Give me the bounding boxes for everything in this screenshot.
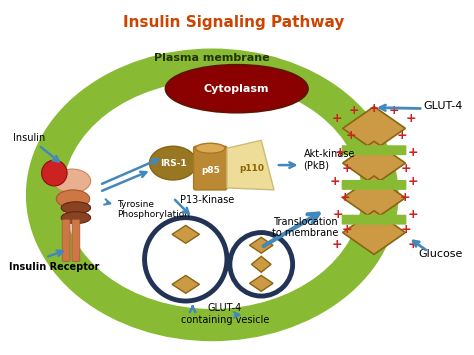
Text: +: +: [334, 146, 345, 159]
Ellipse shape: [61, 212, 91, 224]
Text: Tyrosine
Phosphorylation: Tyrosine Phosphorylation: [117, 200, 190, 219]
Polygon shape: [249, 237, 273, 253]
Text: +: +: [408, 238, 419, 251]
Text: +: +: [400, 191, 411, 204]
Text: Insulin Signaling Pathway: Insulin Signaling Pathway: [123, 15, 345, 30]
Ellipse shape: [196, 143, 225, 153]
Ellipse shape: [56, 190, 90, 208]
Polygon shape: [172, 275, 200, 293]
FancyBboxPatch shape: [193, 146, 227, 190]
Text: Insulin: Insulin: [13, 133, 46, 143]
Text: +: +: [396, 129, 407, 142]
Text: Translocation
to membrane: Translocation to membrane: [272, 217, 338, 239]
Text: Glucose: Glucose: [418, 250, 463, 260]
Polygon shape: [343, 141, 405, 185]
FancyBboxPatch shape: [72, 220, 80, 261]
Text: +: +: [388, 104, 399, 117]
Text: Plasma membrane: Plasma membrane: [155, 53, 270, 63]
Text: +: +: [332, 208, 343, 221]
Circle shape: [42, 160, 67, 186]
FancyBboxPatch shape: [342, 145, 406, 155]
Ellipse shape: [63, 81, 362, 309]
Text: GLUT-4
containing vesicle: GLUT-4 containing vesicle: [181, 303, 269, 325]
Text: GLUT-4: GLUT-4: [423, 100, 463, 110]
Polygon shape: [343, 176, 405, 220]
FancyBboxPatch shape: [342, 215, 406, 225]
Polygon shape: [172, 225, 200, 243]
Text: +: +: [369, 102, 379, 115]
Text: +: +: [339, 191, 350, 204]
Text: P13-Kinase: P13-Kinase: [180, 195, 235, 205]
Text: IRS-1: IRS-1: [160, 159, 186, 168]
Text: Cytoplasm: Cytoplasm: [204, 84, 270, 94]
Polygon shape: [251, 256, 271, 272]
Ellipse shape: [149, 146, 197, 180]
Text: Akt-kinase
(PkB): Akt-kinase (PkB): [303, 149, 355, 171]
Text: +: +: [408, 208, 419, 221]
Text: +: +: [331, 238, 342, 251]
Ellipse shape: [165, 65, 308, 113]
Text: +: +: [401, 223, 412, 236]
Text: +: +: [408, 146, 419, 159]
Polygon shape: [343, 211, 405, 255]
Text: p85: p85: [201, 165, 220, 175]
Text: +: +: [401, 162, 412, 175]
Text: +: +: [408, 175, 419, 189]
Text: +: +: [341, 162, 352, 175]
FancyBboxPatch shape: [62, 220, 70, 261]
Text: +: +: [341, 223, 352, 236]
Ellipse shape: [26, 49, 399, 341]
Text: +: +: [331, 112, 342, 125]
Ellipse shape: [61, 202, 91, 214]
Ellipse shape: [54, 169, 91, 193]
Text: Insulin Receptor: Insulin Receptor: [9, 262, 100, 272]
Text: +: +: [329, 175, 340, 189]
Polygon shape: [249, 275, 273, 291]
Polygon shape: [343, 106, 405, 150]
Text: p110: p110: [239, 164, 264, 173]
FancyBboxPatch shape: [342, 180, 406, 190]
Text: +: +: [345, 129, 356, 142]
Text: +: +: [406, 112, 417, 125]
Polygon shape: [227, 140, 274, 190]
Text: +: +: [349, 104, 360, 117]
